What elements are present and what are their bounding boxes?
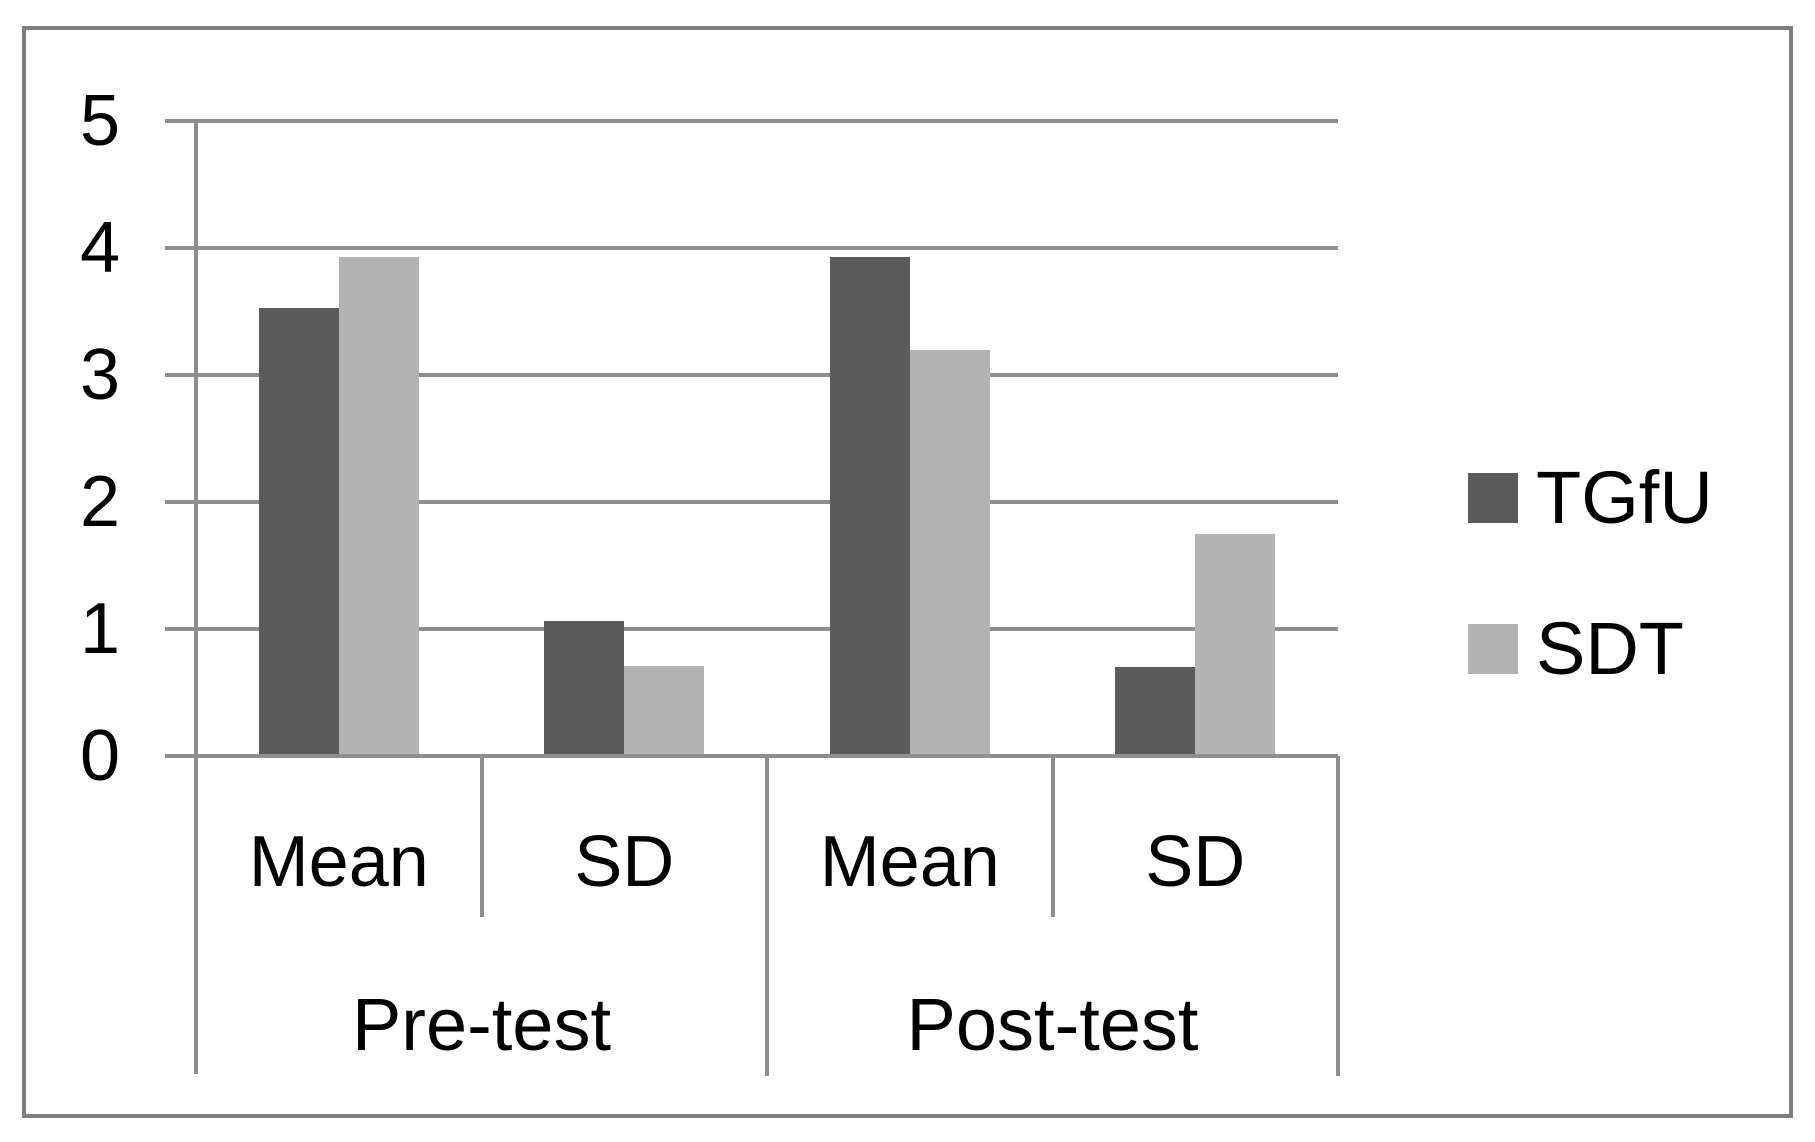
legend-swatch-sdt [1468, 624, 1518, 674]
category-label-mean-0: Mean [248, 822, 429, 902]
y-axis-tick-label: 3 [79, 335, 120, 415]
y-axis-tick-label: 0 [79, 716, 120, 796]
gridline-y-4 [165, 246, 1338, 250]
gridline-y-3 [165, 373, 1338, 377]
bar-tgfu-3 [1115, 667, 1196, 756]
bar-sdt-0 [338, 256, 419, 756]
legend-label: SDT [1536, 607, 1684, 690]
legend-label: TGfU [1536, 456, 1713, 539]
y-axis-tick-label: 5 [79, 81, 120, 161]
bar-sdt-1 [624, 665, 705, 756]
category-label-sd-1: SD [574, 822, 675, 902]
legend-item-sdt: SDT [1468, 607, 1684, 690]
category-label-mean-2: Mean [819, 822, 1000, 902]
group-separator [765, 756, 769, 1076]
gridline-y-2 [165, 500, 1338, 504]
gridline-y-1 [165, 627, 1338, 631]
y-axis-tick-label: 1 [79, 589, 120, 669]
subcategory-separator [1050, 756, 1055, 917]
plot-right-edge [1336, 756, 1340, 1076]
bar-sdt-3 [1195, 533, 1276, 756]
figure-border [22, 26, 1793, 1118]
legend-swatch-tgfu [1468, 473, 1518, 523]
bar-tgfu-2 [829, 256, 910, 756]
group-label-post-test: Post-test [906, 983, 1199, 1066]
bar-tgfu-1 [544, 621, 625, 756]
y-axis-line [194, 119, 198, 1074]
group-label-pre-test: Pre-test [351, 983, 612, 1066]
bar-sdt-2 [909, 349, 990, 756]
y-axis-tick-label: 2 [79, 462, 120, 542]
legend-item-tgfu: TGfU [1468, 456, 1713, 539]
category-label-sd-3: SD [1145, 822, 1246, 902]
y-axis-tick-label: 4 [79, 208, 120, 288]
gridline-y-5 [165, 119, 1338, 123]
bar-tgfu-0 [258, 307, 339, 756]
subcategory-separator [479, 756, 484, 917]
x-axis-line [165, 754, 1338, 758]
